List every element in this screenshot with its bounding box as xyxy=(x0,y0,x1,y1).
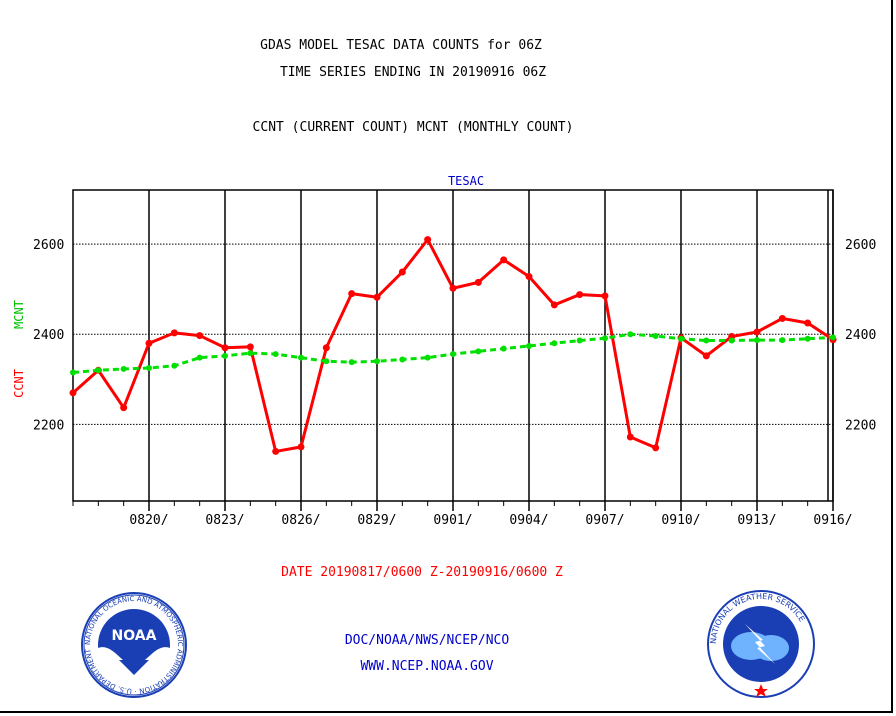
x-tick-label: 0820/ xyxy=(129,513,168,528)
data-point-mcnt xyxy=(196,354,203,361)
website-line: WWW.NCEP.NOAA.GOV xyxy=(360,659,494,674)
data-point-mcnt xyxy=(627,331,634,338)
data-point-ccnt xyxy=(196,332,204,340)
y-tick-label-left: 2400 xyxy=(33,328,64,343)
data-point-ccnt xyxy=(449,284,457,292)
x-tick-label: 0910/ xyxy=(661,513,700,528)
data-point-mcnt xyxy=(475,348,482,355)
x-tick-label: 0826/ xyxy=(281,513,320,528)
data-point-mcnt xyxy=(703,337,710,344)
legend-line: CCNT (CURRENT COUNT) MCNT (MONTHLY COUNT… xyxy=(252,120,574,135)
title-line-2: TIME SERIES ENDING IN 20190916 06Z xyxy=(279,65,547,80)
data-point-mcnt xyxy=(602,335,608,342)
data-point-ccnt xyxy=(601,292,609,300)
data-point-mcnt xyxy=(120,365,127,372)
data-point-mcnt xyxy=(348,359,355,366)
data-point-ccnt xyxy=(373,293,381,301)
x-tick-label: 0823/ xyxy=(205,513,244,528)
data-point-mcnt xyxy=(754,337,760,344)
data-point-mcnt xyxy=(374,358,380,365)
x-tick-label: 0904/ xyxy=(509,513,548,528)
data-point-mcnt xyxy=(247,350,254,357)
data-point-mcnt xyxy=(323,358,330,365)
data-point-ccnt xyxy=(626,433,634,441)
data-point-ccnt xyxy=(297,443,305,451)
y-axis-label: CCNT MCNT xyxy=(12,300,26,398)
data-point-mcnt xyxy=(95,367,102,374)
data-point-mcnt xyxy=(526,342,532,349)
data-point-mcnt xyxy=(576,337,583,344)
data-point-ccnt xyxy=(576,291,584,299)
noaa-wordmark: NOAA xyxy=(112,628,157,644)
data-point-mcnt xyxy=(678,335,684,342)
data-point-ccnt xyxy=(500,256,508,264)
data-point-ccnt xyxy=(702,352,710,360)
data-point-ccnt xyxy=(221,344,229,352)
data-point-ccnt xyxy=(348,290,356,298)
data-point-ccnt xyxy=(525,273,533,281)
nws-logo: NATIONAL WEATHER SERVICE xyxy=(707,590,815,698)
data-point-mcnt xyxy=(728,337,735,344)
title-line-1: GDAS MODEL TESAC DATA COUNTS for 06Z xyxy=(260,38,542,53)
data-point-ccnt xyxy=(474,278,482,286)
y-tick-label-right: 2600 xyxy=(845,238,876,253)
data-point-ccnt xyxy=(778,314,786,322)
data-point-ccnt xyxy=(398,268,406,276)
data-point-ccnt xyxy=(424,236,432,244)
data-point-ccnt xyxy=(550,301,558,309)
y-tick-label-left: 2600 xyxy=(33,238,64,253)
y-axis-label-ccnt: CCNT xyxy=(12,369,26,398)
data-point-ccnt xyxy=(145,339,153,347)
data-point-mcnt xyxy=(450,351,456,358)
data-point-mcnt xyxy=(298,354,304,361)
x-tick-label: 0913/ xyxy=(737,513,776,528)
data-point-mcnt xyxy=(70,369,76,376)
y-tick-label-right: 2200 xyxy=(845,418,876,433)
data-point-mcnt xyxy=(146,365,152,372)
data-point-mcnt xyxy=(830,334,836,341)
date-range-label: DATE 20190817/0600 Z-20190916/0600 Z xyxy=(281,565,563,580)
data-point-mcnt xyxy=(222,352,228,359)
data-point-mcnt xyxy=(399,356,406,363)
data-point-ccnt xyxy=(170,329,178,337)
data-point-mcnt xyxy=(652,333,659,340)
data-point-ccnt xyxy=(120,404,128,412)
data-point-ccnt xyxy=(652,444,660,452)
x-tick-label: 0916/ xyxy=(813,513,852,528)
data-point-ccnt xyxy=(322,344,330,352)
noaa-logo: NATIONAL OCEANIC AND ATMOSPHERIC ADMINIS… xyxy=(79,590,187,698)
data-point-mcnt xyxy=(779,337,786,344)
y-axis-label-mcnt: MCNT xyxy=(12,300,26,329)
data-point-mcnt xyxy=(500,345,507,352)
y-tick-label-left: 2200 xyxy=(33,418,64,433)
data-point-mcnt xyxy=(272,351,279,358)
data-point-mcnt xyxy=(804,335,811,342)
data-point-ccnt xyxy=(753,328,761,336)
data-point-ccnt xyxy=(69,389,77,397)
x-tick-label: 0829/ xyxy=(357,513,396,528)
x-tick-label: 0901/ xyxy=(433,513,472,528)
org-line: DOC/NOAA/NWS/NCEP/NCO xyxy=(344,633,510,648)
data-point-mcnt xyxy=(424,354,431,361)
data-point-mcnt xyxy=(551,340,558,347)
data-point-ccnt xyxy=(272,447,280,455)
data-point-mcnt xyxy=(171,362,178,369)
chart-title: TESAC xyxy=(448,174,484,188)
data-point-ccnt xyxy=(804,319,812,327)
x-tick-label: 0907/ xyxy=(585,513,624,528)
data-point-ccnt xyxy=(246,343,254,351)
y-tick-label-right: 2400 xyxy=(845,328,876,343)
